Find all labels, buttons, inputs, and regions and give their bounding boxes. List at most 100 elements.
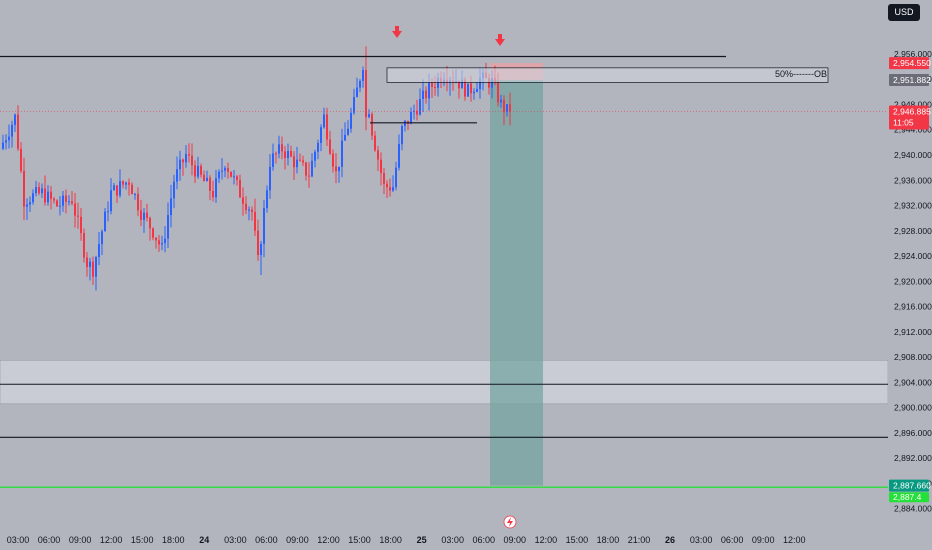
candle-body [218, 171, 220, 179]
price-axis[interactable]: 2,956.0002,952.0002,948.0002,944.0002,94… [888, 0, 932, 550]
target-zone [490, 79, 543, 486]
price-tick-label: 2,912.000 [894, 327, 932, 337]
candle [164, 226, 166, 253]
candle [503, 95, 505, 125]
candle-body [5, 140, 7, 143]
candle [395, 161, 397, 191]
candle [371, 112, 373, 141]
candle-body [314, 151, 316, 161]
candle-body [173, 181, 175, 199]
candle [383, 168, 385, 195]
candle [254, 198, 256, 237]
candle [167, 202, 169, 249]
candle-body [299, 159, 301, 161]
candle-body [503, 99, 505, 113]
candle-body [2, 142, 4, 149]
candle [26, 198, 28, 220]
candle [341, 128, 343, 178]
candle [380, 152, 382, 186]
candle [347, 120, 349, 136]
candle [389, 178, 391, 197]
candle [476, 82, 478, 93]
candle [8, 124, 10, 149]
price-tick-label: 2,936.000 [894, 175, 932, 185]
candle-body [353, 97, 355, 113]
candle-body [158, 240, 160, 245]
candle [155, 237, 157, 249]
candle [413, 104, 415, 120]
candle [239, 174, 241, 198]
candle [326, 107, 328, 146]
stop-price-tag-text: 2,954.550 [893, 58, 931, 68]
candle [305, 161, 307, 181]
time-tick-label: 03:00 [441, 535, 464, 545]
candle [170, 184, 172, 228]
candle [332, 149, 334, 173]
candlestick-series [2, 46, 511, 291]
candle [299, 153, 301, 162]
candle-body [263, 208, 265, 244]
candle-body [257, 230, 259, 256]
candle-body [506, 104, 508, 113]
candle-body [500, 99, 502, 103]
candle-body [419, 99, 421, 115]
price-tick-label: 2,916.000 [894, 302, 932, 312]
time-tick-label: 06:00 [721, 535, 744, 545]
price-tick-label: 2,924.000 [894, 251, 932, 261]
candle-body [272, 153, 274, 167]
entry-price-tag-text: 2,951.882 [893, 75, 931, 85]
candle [62, 191, 64, 212]
time-tick-label: 12:00 [783, 535, 806, 545]
candle [173, 174, 175, 209]
candle-body [116, 185, 118, 196]
candle [401, 124, 403, 151]
candle [203, 170, 205, 182]
candle [509, 92, 511, 126]
candle [278, 135, 280, 159]
time-tick-label: 12:00 [100, 535, 123, 545]
candle [233, 169, 235, 185]
candle [284, 145, 286, 170]
candle-body [320, 127, 322, 143]
time-tick-label: 09:00 [752, 535, 775, 545]
candle-body [296, 159, 298, 168]
currency-button[interactable]: USD [888, 4, 920, 21]
candle-body [131, 184, 133, 195]
candle-body [245, 203, 247, 211]
candle [314, 149, 316, 168]
candle-body [110, 190, 112, 212]
candle-body [146, 212, 148, 218]
candle-body [92, 261, 94, 277]
candle [89, 257, 91, 281]
candle-body [434, 86, 436, 88]
candle [416, 99, 418, 121]
candle-body [335, 166, 337, 172]
time-axis[interactable]: 03:00 06:00 09:00 12:00 15:00 18:00 24 03:00 06:… [7, 535, 806, 545]
candle-body [35, 187, 37, 194]
candle [374, 131, 376, 152]
target-price-tag-text: 2,887.660 [893, 481, 931, 491]
candle [65, 189, 67, 214]
time-tick-label: 03:00 [690, 535, 713, 545]
candle-body [221, 170, 223, 172]
candle-body [194, 165, 196, 177]
candle [137, 187, 139, 217]
candle [20, 142, 22, 174]
ob-zone [386, 67, 829, 83]
candle [104, 207, 106, 232]
candle [506, 104, 508, 117]
candle [11, 120, 13, 148]
candle [95, 255, 97, 291]
candle-body [341, 140, 343, 167]
candle-body [425, 90, 427, 99]
candle-body [266, 190, 268, 209]
time-tick-label: 06:00 [255, 535, 278, 545]
candle [245, 196, 247, 214]
price-tick-label: 2,940.000 [894, 150, 932, 160]
candle-body [488, 78, 490, 88]
candle-body [224, 168, 226, 171]
candle-body [197, 165, 199, 177]
candle-body [65, 195, 67, 202]
candle [281, 136, 283, 160]
